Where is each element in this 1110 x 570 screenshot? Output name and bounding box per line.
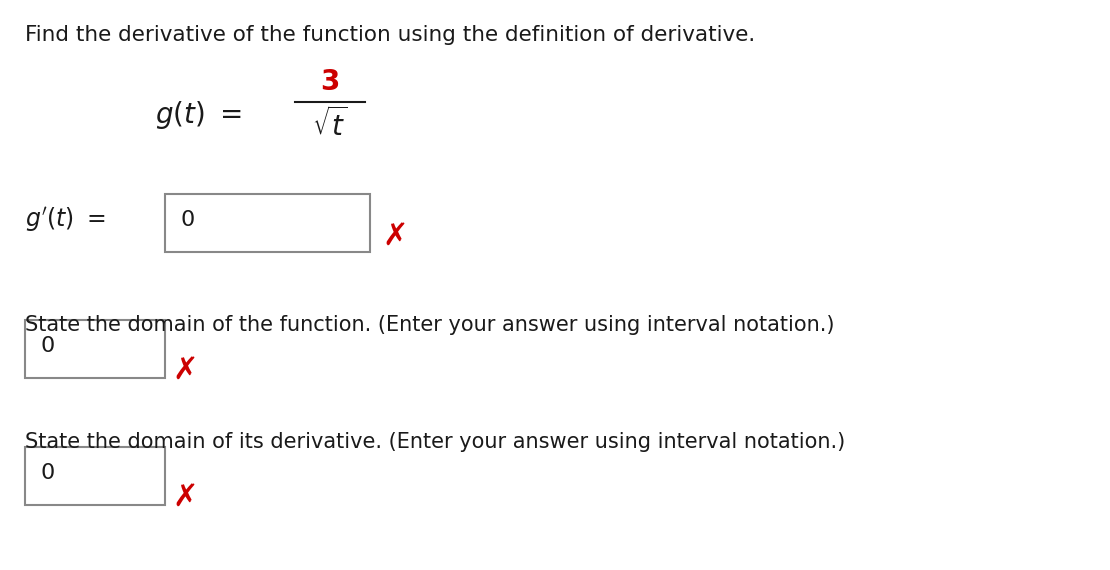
Text: 0: 0: [40, 336, 54, 356]
Text: Find the derivative of the function using the definition of derivative.: Find the derivative of the function usin…: [26, 25, 755, 45]
Text: ✗: ✗: [172, 482, 198, 511]
Text: $g(t)\ =$: $g(t)\ =$: [155, 99, 242, 131]
FancyBboxPatch shape: [26, 320, 165, 378]
Text: $\sqrt{t}$: $\sqrt{t}$: [312, 108, 347, 142]
Text: 0: 0: [180, 210, 194, 230]
Text: $g'(t)\ =$: $g'(t)\ =$: [26, 206, 105, 234]
Text: ✗: ✗: [382, 222, 407, 250]
Text: ✗: ✗: [172, 356, 198, 385]
Text: 0: 0: [40, 463, 54, 483]
Text: State the domain of its derivative. (Enter your answer using interval notation.): State the domain of its derivative. (Ent…: [26, 432, 845, 452]
FancyBboxPatch shape: [165, 194, 370, 252]
FancyBboxPatch shape: [26, 447, 165, 505]
Text: State the domain of the function. (Enter your answer using interval notation.): State the domain of the function. (Enter…: [26, 315, 835, 335]
Text: 3: 3: [321, 68, 340, 96]
